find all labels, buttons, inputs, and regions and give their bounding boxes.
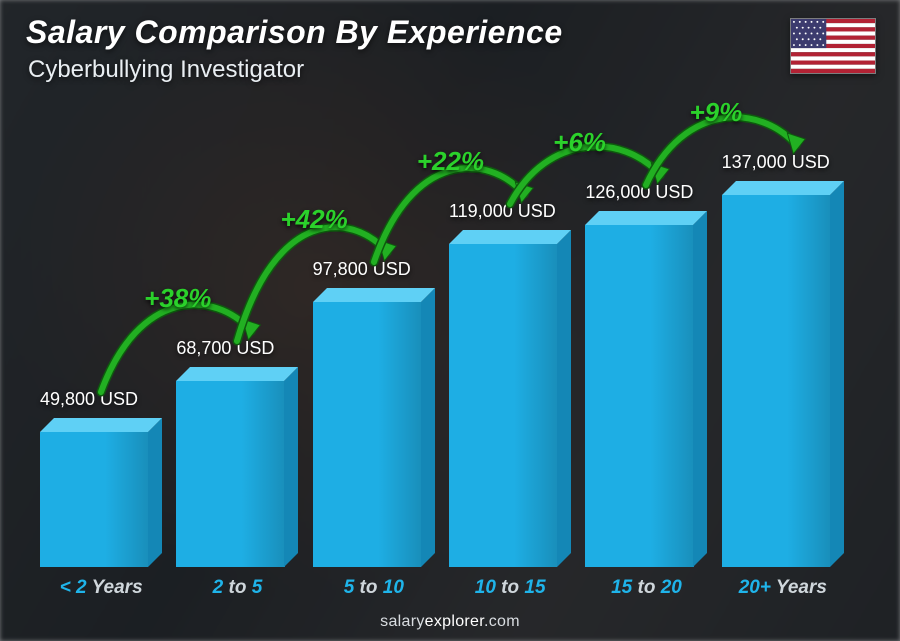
x-axis-category: 20+ Years xyxy=(722,577,844,599)
x-axis-category: 2 to 5 xyxy=(176,577,298,599)
bar-3d xyxy=(313,302,435,567)
flag-icon xyxy=(790,18,876,74)
x-axis-category: 15 to 20 xyxy=(585,577,707,599)
bars-container: 49,800 USD 68,700 USD 97,800 USD 119,000 US… xyxy=(34,90,850,567)
bar: 137,000 USD xyxy=(722,90,844,567)
footer-prefix: salary xyxy=(380,613,424,630)
bar-top xyxy=(449,230,571,244)
x-axis-category: 10 to 15 xyxy=(449,577,571,599)
bar: 49,800 USD xyxy=(40,90,162,567)
bar-top xyxy=(176,367,298,381)
footer-suffix: .com xyxy=(484,613,520,630)
plot-area: 49,800 USD 68,700 USD 97,800 USD 119,000 US… xyxy=(34,90,850,567)
bar-value-label: 119,000 USD xyxy=(449,201,556,222)
bar-top xyxy=(313,288,435,302)
bar: 119,000 USD xyxy=(449,90,571,567)
bar-front xyxy=(449,244,557,567)
bar-top xyxy=(585,211,707,225)
bar-side xyxy=(284,367,298,567)
bar-side xyxy=(693,211,707,567)
x-axis: < 2 Years 2 to 5 5 to 10 10 to 15 15 to 20 20… xyxy=(34,577,850,599)
bar-side xyxy=(148,418,162,567)
bar-front xyxy=(585,225,693,567)
bar-front xyxy=(40,432,148,567)
footer-attribution: salaryexplorer.com xyxy=(0,613,900,631)
bar-top xyxy=(722,181,844,195)
footer-domain: explorer xyxy=(425,613,484,630)
bar-value-label: 126,000 USD xyxy=(585,182,693,203)
bar-side xyxy=(421,288,435,567)
x-axis-category: < 2 Years xyxy=(40,577,162,599)
bar-3d xyxy=(176,381,298,567)
bar-3d xyxy=(585,225,707,567)
chart-title: Salary Comparison By Experience xyxy=(26,14,563,51)
bar-front xyxy=(722,195,830,567)
bar-front xyxy=(176,381,284,567)
bar-value-label: 137,000 USD xyxy=(722,152,830,173)
bar-3d xyxy=(40,432,162,567)
bar: 97,800 USD xyxy=(313,90,435,567)
bar: 126,000 USD xyxy=(585,90,707,567)
bar-value-label: 97,800 USD xyxy=(313,259,411,280)
bar-side xyxy=(830,181,844,567)
chart-subtitle: Cyberbullying Investigator xyxy=(28,56,304,84)
bar-front xyxy=(313,302,421,567)
bar-value-label: 49,800 USD xyxy=(40,389,138,410)
x-axis-category: 5 to 10 xyxy=(313,577,435,599)
bar-3d xyxy=(722,195,844,567)
chart-stage: Salary Comparison By Experience Cyberbul… xyxy=(0,0,900,641)
bar-value-label: 68,700 USD xyxy=(176,338,274,359)
bar-side xyxy=(557,230,571,567)
bar-3d xyxy=(449,244,571,567)
bar: 68,700 USD xyxy=(176,90,298,567)
bar-top xyxy=(40,418,162,432)
